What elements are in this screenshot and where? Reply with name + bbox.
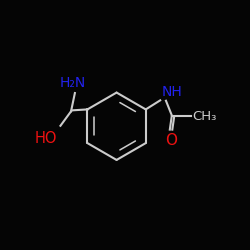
Text: H₂N: H₂N <box>60 76 86 90</box>
Text: HO: HO <box>34 130 57 146</box>
Text: CH₃: CH₃ <box>192 110 216 123</box>
Text: O: O <box>165 133 177 148</box>
Text: NH: NH <box>161 85 182 99</box>
